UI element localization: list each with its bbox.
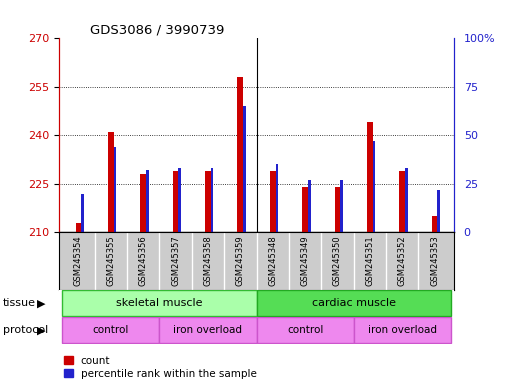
Text: control: control (287, 325, 323, 335)
Text: ▶: ▶ (37, 298, 46, 308)
Bar (431, 216, 438, 232)
Bar (275, 164, 278, 232)
Text: GSM245351: GSM245351 (365, 235, 374, 286)
Bar (108, 132, 114, 232)
Text: cardiac muscle: cardiac muscle (311, 298, 396, 308)
Text: GSM245355: GSM245355 (106, 235, 115, 286)
Bar (211, 168, 213, 232)
Bar (399, 171, 405, 232)
Bar (373, 141, 376, 232)
Text: control: control (93, 325, 129, 335)
Text: GSM245358: GSM245358 (204, 235, 212, 286)
Bar (173, 171, 179, 232)
Text: GSM245353: GSM245353 (430, 235, 439, 286)
Bar (334, 187, 340, 232)
Bar (405, 168, 408, 232)
Text: GSM245354: GSM245354 (74, 235, 83, 286)
Text: GSM245356: GSM245356 (139, 235, 148, 286)
Text: GSM245350: GSM245350 (333, 235, 342, 286)
Bar (140, 174, 146, 232)
Bar (82, 194, 84, 232)
Bar (179, 168, 181, 232)
Text: iron overload: iron overload (173, 325, 243, 335)
Legend: count, percentile rank within the sample: count, percentile rank within the sample (64, 356, 256, 379)
Text: GSM245357: GSM245357 (171, 235, 180, 286)
Bar (238, 77, 243, 232)
Bar (367, 122, 373, 232)
Bar (160, 317, 256, 343)
Text: ▶: ▶ (37, 325, 46, 335)
Bar (353, 317, 451, 343)
Text: GSM245359: GSM245359 (236, 235, 245, 286)
Bar (340, 180, 343, 232)
Text: tissue: tissue (3, 298, 35, 308)
Bar (256, 317, 353, 343)
Text: GSM245352: GSM245352 (398, 235, 407, 286)
Bar (62, 317, 160, 343)
Bar (146, 170, 149, 232)
Bar (256, 290, 451, 316)
Text: GSM245349: GSM245349 (301, 235, 309, 286)
Text: skeletal muscle: skeletal muscle (116, 298, 203, 308)
Bar (302, 187, 308, 232)
Bar (205, 171, 211, 232)
Bar (243, 106, 246, 232)
Text: iron overload: iron overload (368, 325, 437, 335)
Text: GDS3086 / 3990739: GDS3086 / 3990739 (90, 23, 224, 36)
Bar (270, 171, 275, 232)
Text: protocol: protocol (3, 325, 48, 335)
Bar (62, 290, 256, 316)
Bar (75, 223, 82, 232)
Bar (438, 190, 440, 232)
Bar (114, 147, 116, 232)
Bar (308, 180, 310, 232)
Text: GSM245348: GSM245348 (268, 235, 277, 286)
